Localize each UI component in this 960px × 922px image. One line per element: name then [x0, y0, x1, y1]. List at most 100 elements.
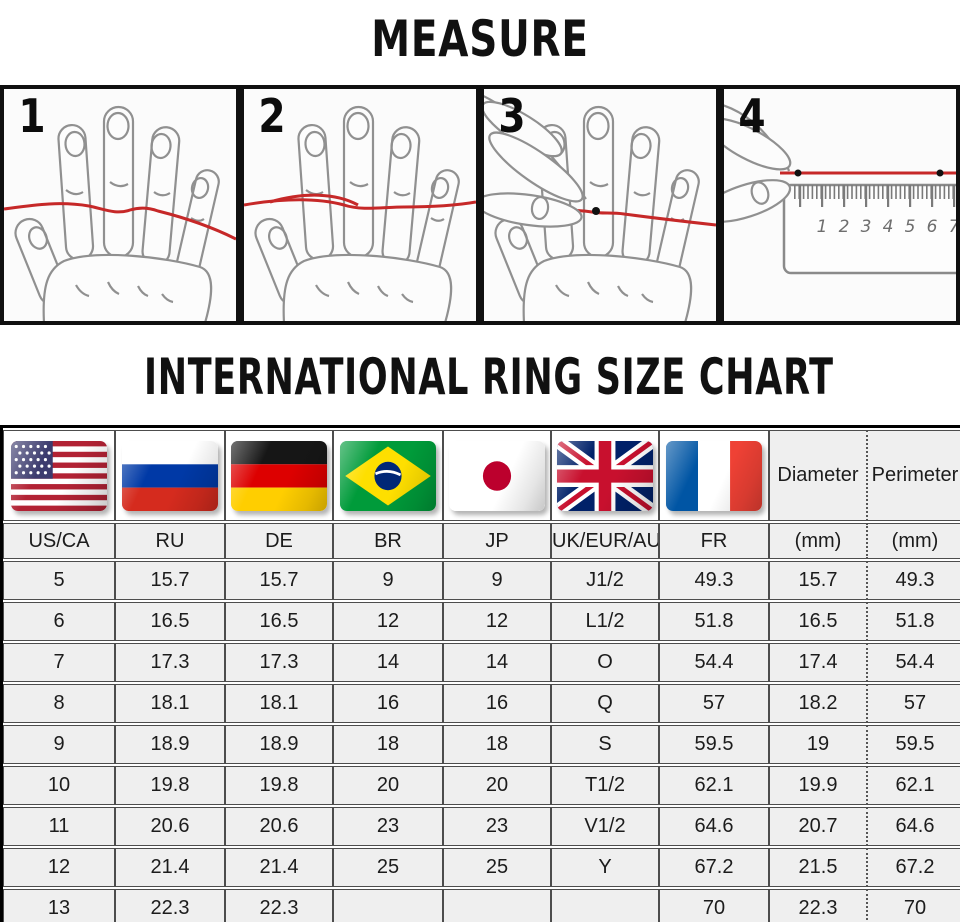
measure-steps: 1 2 — [0, 85, 960, 325]
size-cell: 19.8 — [225, 766, 333, 805]
mark-dot — [936, 169, 944, 177]
size-cell: 62.1 — [659, 766, 769, 805]
step-panel-4: 1 2 3 4 5 6 7 — [720, 85, 960, 325]
flag-brazil-icon — [340, 440, 436, 511]
size-cell: 9 — [3, 725, 115, 764]
flag-germany-icon — [231, 440, 327, 511]
flag-cell-ru — [115, 430, 225, 521]
size-cell: 67.2 — [866, 848, 960, 887]
size-cell: 16.5 — [225, 602, 333, 641]
svg-text:3: 3 — [861, 217, 872, 237]
size-cell: 70 — [866, 889, 960, 922]
size-cell: 64.6 — [659, 807, 769, 846]
size-cell: 22.3 — [225, 889, 333, 922]
size-cell: S — [551, 725, 659, 764]
size-cell: 18.2 — [769, 684, 866, 723]
table-row: 7 17.3 17.3 14 14 O 54.4 17.4 54.4 — [3, 643, 960, 682]
size-cell: 11 — [3, 807, 115, 846]
size-cell: 25 — [333, 848, 443, 887]
hand-string-mark-diagram-icon — [484, 95, 716, 321]
size-cell: O — [551, 643, 659, 682]
size-cell: J1/2 — [551, 561, 659, 600]
size-cell: 13 — [3, 889, 115, 922]
red-string — [244, 193, 476, 210]
mark-dot — [794, 169, 802, 177]
size-cell: Y — [551, 848, 659, 887]
size-cell: 21.4 — [225, 848, 333, 887]
code-de: DE — [225, 523, 333, 559]
size-cell: 54.4 — [659, 643, 769, 682]
size-cell — [333, 889, 443, 922]
ruler-measure-diagram-icon: 1 2 3 4 5 6 7 — [724, 104, 956, 275]
code-jp: JP — [443, 523, 551, 559]
table-row: 6 16.5 16.5 12 12 L1/2 51.8 16.5 51.8 — [3, 602, 960, 641]
step-number-2: 2 — [258, 89, 286, 143]
size-cell: 23 — [333, 807, 443, 846]
size-cell: T1/2 — [551, 766, 659, 805]
size-cell: 67.2 — [659, 848, 769, 887]
size-cell: 8 — [3, 684, 115, 723]
table-row: 8 18.1 18.1 16 16 Q 57 18.2 57 — [3, 684, 960, 723]
hand-string-diagram-icon — [4, 105, 236, 321]
size-cell: 23 — [443, 807, 551, 846]
size-cell: 6 — [3, 602, 115, 641]
size-cell — [551, 889, 659, 922]
flag-header-row: Diameter Perimeter — [3, 430, 960, 521]
step-panel-1: 1 — [0, 85, 240, 325]
size-cell: 17.3 — [225, 643, 333, 682]
size-cell: 19 — [769, 725, 866, 764]
size-cell: 10 — [3, 766, 115, 805]
size-cell: 59.5 — [659, 725, 769, 764]
red-string — [4, 202, 236, 241]
size-cell: 7 — [3, 643, 115, 682]
size-cell: Q — [551, 684, 659, 723]
size-cell: 19.8 — [115, 766, 225, 805]
diameter-header: Diameter — [769, 430, 866, 521]
size-cell: 9 — [333, 561, 443, 600]
size-cell: 14 — [443, 643, 551, 682]
flag-cell-us — [3, 430, 115, 521]
flag-cell-de — [225, 430, 333, 521]
size-cell: 22.3 — [769, 889, 866, 922]
step-panel-3: 3 — [480, 85, 720, 325]
size-cell: 17.3 — [115, 643, 225, 682]
size-cell: 54.4 — [866, 643, 960, 682]
size-cell: 5 — [3, 561, 115, 600]
step-number-4: 4 — [738, 89, 766, 143]
code-uk-eur-au: UK/EUR/AU — [551, 523, 659, 559]
flag-us-icon — [11, 440, 107, 511]
flag-france-icon — [666, 440, 762, 511]
size-cell: 18.9 — [115, 725, 225, 764]
size-cell: 21.4 — [115, 848, 225, 887]
size-cell: 12 — [443, 602, 551, 641]
size-cell: 57 — [866, 684, 960, 723]
size-cell: 18.1 — [115, 684, 225, 723]
hand-string-diagram-icon — [244, 105, 476, 321]
flag-russia-icon — [122, 440, 218, 511]
country-code-row: US/CA RU DE BR JP UK/EUR/AU FR (mm) (mm) — [3, 523, 960, 559]
size-cell: 62.1 — [866, 766, 960, 805]
size-cell: 18.9 — [225, 725, 333, 764]
size-cell: L1/2 — [551, 602, 659, 641]
size-cell: 20.6 — [115, 807, 225, 846]
table-row: 11 20.6 20.6 23 23 V1/2 64.6 20.7 64.6 — [3, 807, 960, 846]
size-cell: 12 — [333, 602, 443, 641]
ruler — [782, 183, 956, 275]
size-cell: 15.7 — [769, 561, 866, 600]
size-cell: 19.9 — [769, 766, 866, 805]
step-panel-2: 2 — [240, 85, 480, 325]
ruler-numbers: 1 2 3 4 5 6 7 — [817, 217, 956, 237]
svg-text:1: 1 — [817, 217, 828, 237]
pinching-fingers — [724, 104, 792, 223]
size-cell — [443, 889, 551, 922]
flag-cell-jp — [443, 430, 551, 521]
size-cell: 15.7 — [225, 561, 333, 600]
flag-cell-uk — [551, 430, 659, 521]
flag-cell-fr — [659, 430, 769, 521]
table-row: 9 18.9 18.9 18 18 S 59.5 19 59.5 — [3, 725, 960, 764]
code-br: BR — [333, 523, 443, 559]
size-cell: 57 — [659, 684, 769, 723]
size-cell: 16.5 — [115, 602, 225, 641]
flag-cell-br — [333, 430, 443, 521]
